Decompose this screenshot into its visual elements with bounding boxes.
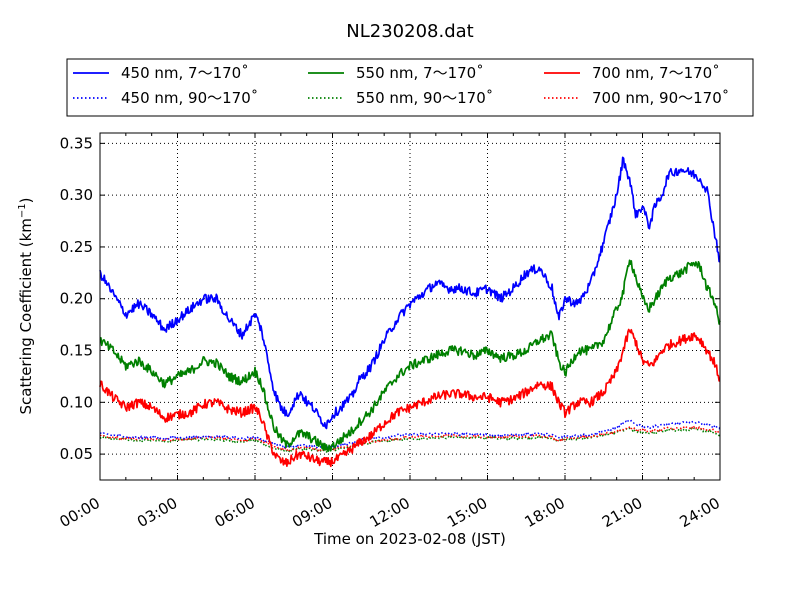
- y-axis-label-suffix: ): [17, 197, 35, 203]
- x-tick-label: 15:00: [444, 494, 490, 531]
- legend-frame: [66, 58, 754, 117]
- series-layer: [99, 156, 721, 468]
- legend-label: 450 nm, 7～170˚: [121, 64, 249, 82]
- x-tick-label: 09:00: [289, 494, 335, 531]
- x-tick-label: 24:00: [677, 494, 723, 531]
- y-tick-label: 0.10: [60, 393, 93, 411]
- series-line: [99, 259, 721, 453]
- x-tick-label: 06:00: [212, 494, 258, 531]
- series-line: [99, 427, 721, 453]
- y-tick-label: 0.25: [60, 238, 93, 256]
- series-line: [99, 156, 721, 430]
- y-tick-label: 0.35: [60, 134, 93, 152]
- chart-title: NL230208.dat: [346, 21, 473, 42]
- y-tick-label: 0.30: [60, 186, 93, 204]
- y-tick-label: 0.20: [60, 290, 93, 308]
- x-tick-label: 00:00: [57, 494, 103, 531]
- series-line: [99, 419, 721, 450]
- x-tick-label: 21:00: [599, 494, 645, 531]
- y-tick-label: 0.05: [60, 445, 93, 463]
- legend-label: 550 nm, 90～170˚: [356, 89, 493, 107]
- legend-label: 450 nm, 90～170˚: [121, 89, 258, 107]
- y-axis-label: Scattering Coefficient (km−1): [17, 197, 35, 414]
- ticks: 00:00 03:00 06:00 09:00 12:00 15:00 18:00 21:00…: [57, 133, 723, 531]
- series-line: [99, 328, 721, 468]
- legend-label: 700 nm, 90～170˚: [592, 89, 729, 107]
- y-axis-label-superscript: −1: [17, 203, 28, 218]
- legend-label: 550 nm, 7～170˚: [356, 64, 484, 82]
- x-tick-label: 18:00: [522, 494, 568, 531]
- legend-label: 700 nm, 7～170˚: [592, 64, 720, 82]
- legend: 450 nm, 7～170˚ 550 nm, 7～170˚ 700 nm, 7～17…: [66, 58, 754, 117]
- x-tick-label: 12:00: [367, 494, 413, 531]
- x-tick-label: 03:00: [134, 494, 180, 531]
- y-tick-label: 0.15: [60, 342, 93, 360]
- x-axis-label: Time on 2023-02-08 (JST): [313, 530, 506, 548]
- y-axis-label-text: Scattering Coefficient (km: [17, 218, 35, 414]
